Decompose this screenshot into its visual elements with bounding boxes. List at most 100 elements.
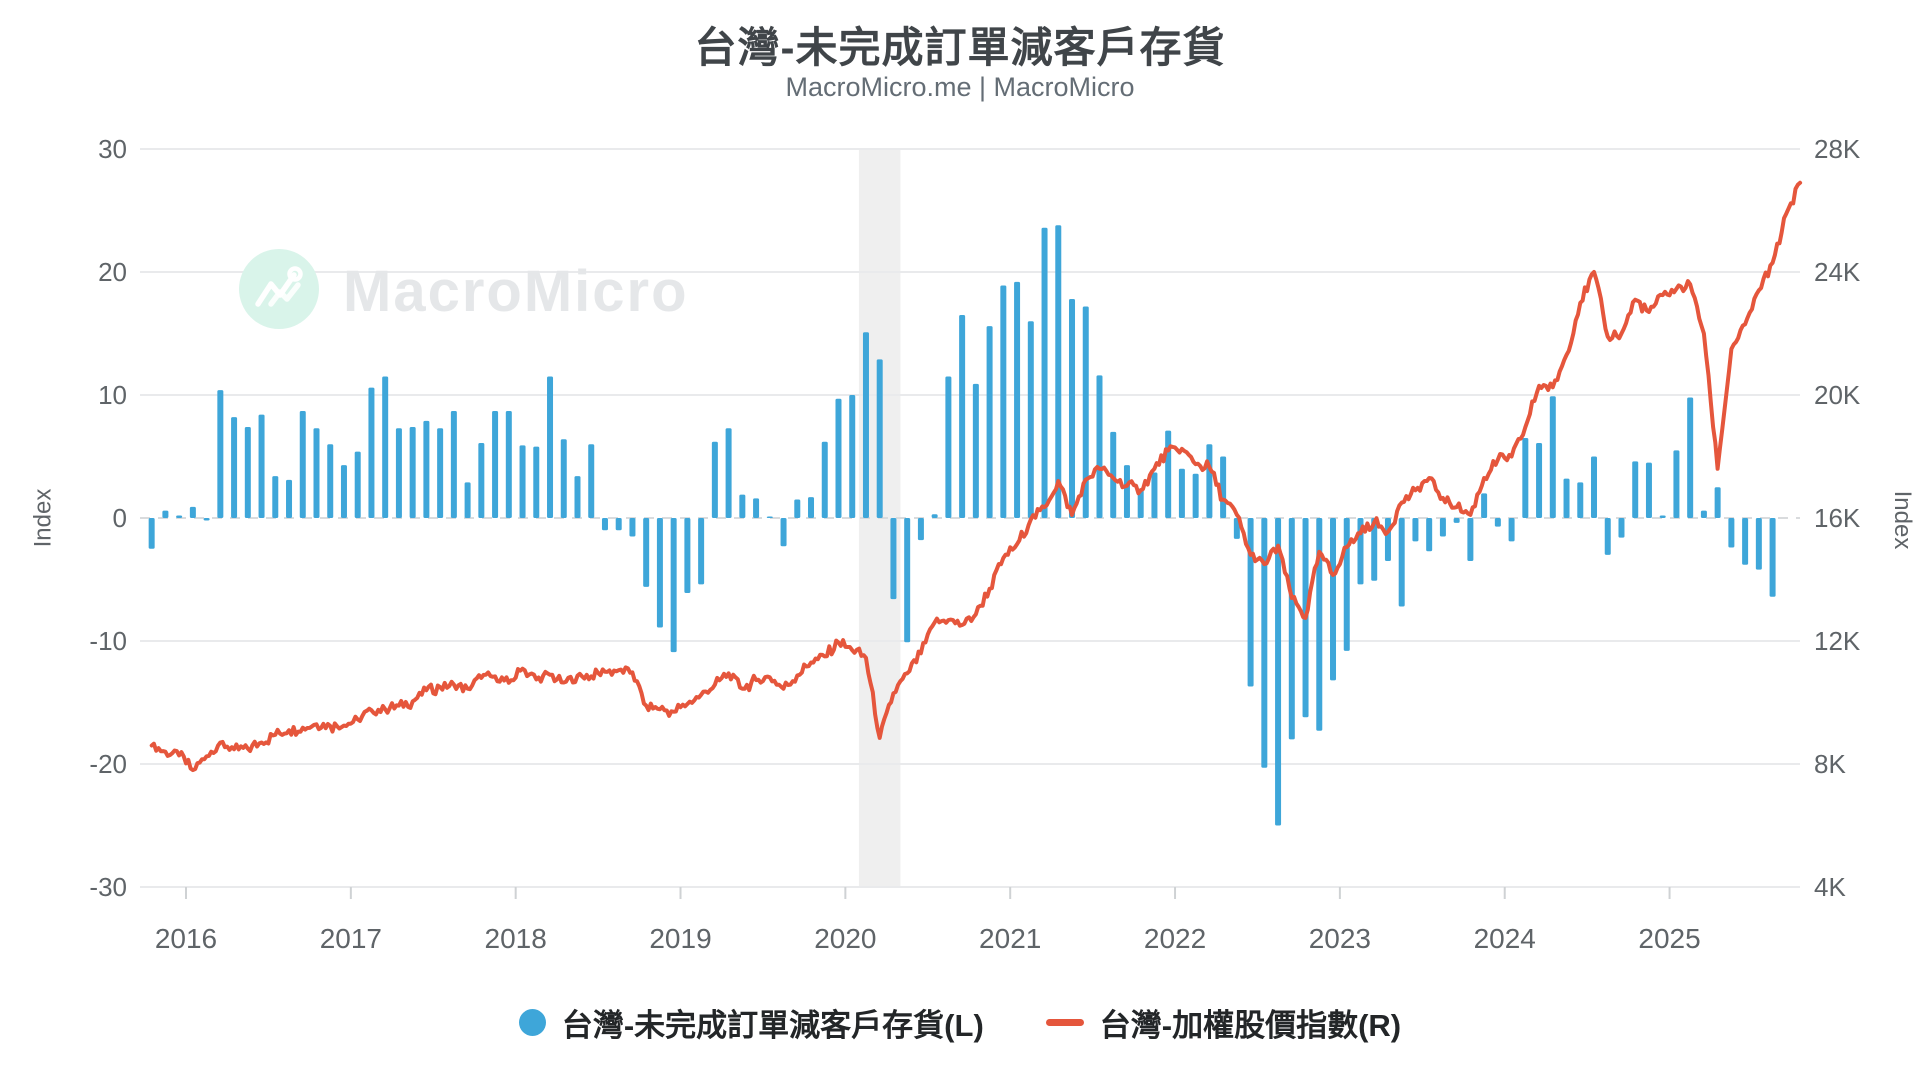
bar — [519, 445, 526, 518]
bar — [862, 332, 869, 518]
bar — [753, 498, 760, 518]
bar — [1687, 397, 1694, 518]
legend-item-bars[interactable]: 台灣-未完成訂單減客戶存貨(L) — [518, 1000, 984, 1045]
bar — [189, 506, 196, 518]
bar — [1165, 430, 1172, 518]
bar — [1178, 468, 1185, 518]
left-axis-tick: -20 — [89, 749, 127, 779]
bar — [890, 518, 897, 600]
chart-plot-area: 30 28K 20 24K 10 20K 0 16K -10 12K -20 8K -30 4K 2016 2… — [89, 134, 1861, 954]
bar — [643, 518, 650, 587]
bar — [1275, 518, 1282, 826]
bar — [1069, 299, 1076, 518]
bar — [1508, 518, 1515, 542]
bar — [1604, 518, 1611, 555]
bar — [313, 428, 320, 518]
bar — [340, 465, 347, 518]
bar — [1206, 444, 1213, 518]
left-axis-tick: -10 — [89, 626, 127, 656]
bar — [258, 414, 265, 518]
right-axis-tick: 4K — [1814, 872, 1846, 902]
bar — [1700, 510, 1707, 518]
bar — [849, 395, 856, 518]
bar — [437, 428, 444, 518]
bar — [972, 383, 979, 518]
x-axis-year-label: 2016 — [155, 923, 217, 954]
bar — [684, 518, 691, 594]
bar — [1343, 518, 1350, 651]
bar — [368, 387, 375, 518]
bar — [409, 426, 416, 518]
x-axis-year-label: 2020 — [814, 923, 876, 954]
bar — [1769, 518, 1776, 597]
bar — [1412, 518, 1419, 542]
bar — [835, 398, 842, 518]
legend-item-line[interactable]: 台灣-加權股價指數(R) — [1045, 1000, 1401, 1045]
bar — [176, 515, 183, 518]
bar — [1714, 487, 1721, 518]
bar — [1755, 518, 1762, 570]
bar — [1192, 473, 1199, 518]
bar — [1618, 518, 1625, 538]
bar — [560, 439, 567, 518]
bar — [423, 420, 430, 518]
bar — [464, 482, 471, 518]
x-axis-year-label: 2022 — [1144, 923, 1206, 954]
bar — [203, 518, 210, 521]
left-axis-tick: 0 — [113, 503, 127, 533]
bar — [917, 518, 924, 541]
bar — [1247, 518, 1254, 687]
bar — [478, 442, 485, 518]
line-series-marker-icon — [1045, 1019, 1084, 1026]
bar — [876, 359, 883, 518]
bar — [1481, 493, 1488, 518]
bar — [615, 518, 622, 531]
bar — [1233, 518, 1240, 539]
bar — [1426, 518, 1433, 552]
bar — [547, 376, 554, 518]
bar — [1288, 518, 1295, 740]
bar — [1384, 518, 1391, 562]
bar — [1439, 518, 1446, 537]
bar — [1645, 462, 1652, 518]
bar — [629, 518, 636, 537]
bar — [1151, 472, 1158, 518]
bar — [1673, 450, 1680, 518]
bar — [272, 476, 279, 518]
right-axis-tick: 20K — [1814, 380, 1861, 410]
bar — [766, 516, 773, 518]
bar — [1316, 518, 1323, 731]
right-axis-tick: 28K — [1814, 134, 1861, 164]
bar — [739, 494, 746, 518]
taiex-line — [149, 180, 1803, 773]
bar — [492, 410, 499, 518]
left-axis-tick: 20 — [98, 257, 127, 287]
x-axis-year-label: 2023 — [1309, 923, 1371, 954]
bar — [1082, 306, 1089, 518]
chart-legend: 台灣-未完成訂單減客戶存貨(L) 台灣-加權股價指數(R) — [0, 1000, 1920, 1045]
bar — [931, 514, 938, 518]
x-axis-year-label: 2018 — [485, 923, 547, 954]
bar — [1398, 518, 1405, 607]
bar — [986, 326, 993, 518]
bar — [670, 518, 677, 653]
bar — [1096, 375, 1103, 518]
x-axis-year-label: 2025 — [1638, 923, 1700, 954]
page-title: 台灣-未完成訂單減客戶存貨 — [694, 24, 1226, 71]
bar — [382, 376, 389, 518]
bar — [1522, 438, 1529, 518]
bar — [808, 497, 815, 518]
bar — [794, 499, 801, 518]
bar-series-marker-icon — [518, 1009, 546, 1036]
bar — [327, 444, 334, 518]
bar — [450, 410, 457, 518]
bar — [1659, 515, 1666, 518]
bar-series-label: 台灣-未完成訂單減客戶存貨(L) — [561, 1008, 984, 1043]
bar — [1549, 396, 1556, 518]
bar — [231, 417, 238, 518]
right-axis-tick: 16K — [1814, 503, 1861, 533]
bar — [821, 441, 828, 518]
bar — [299, 410, 306, 518]
bar — [1632, 461, 1639, 518]
